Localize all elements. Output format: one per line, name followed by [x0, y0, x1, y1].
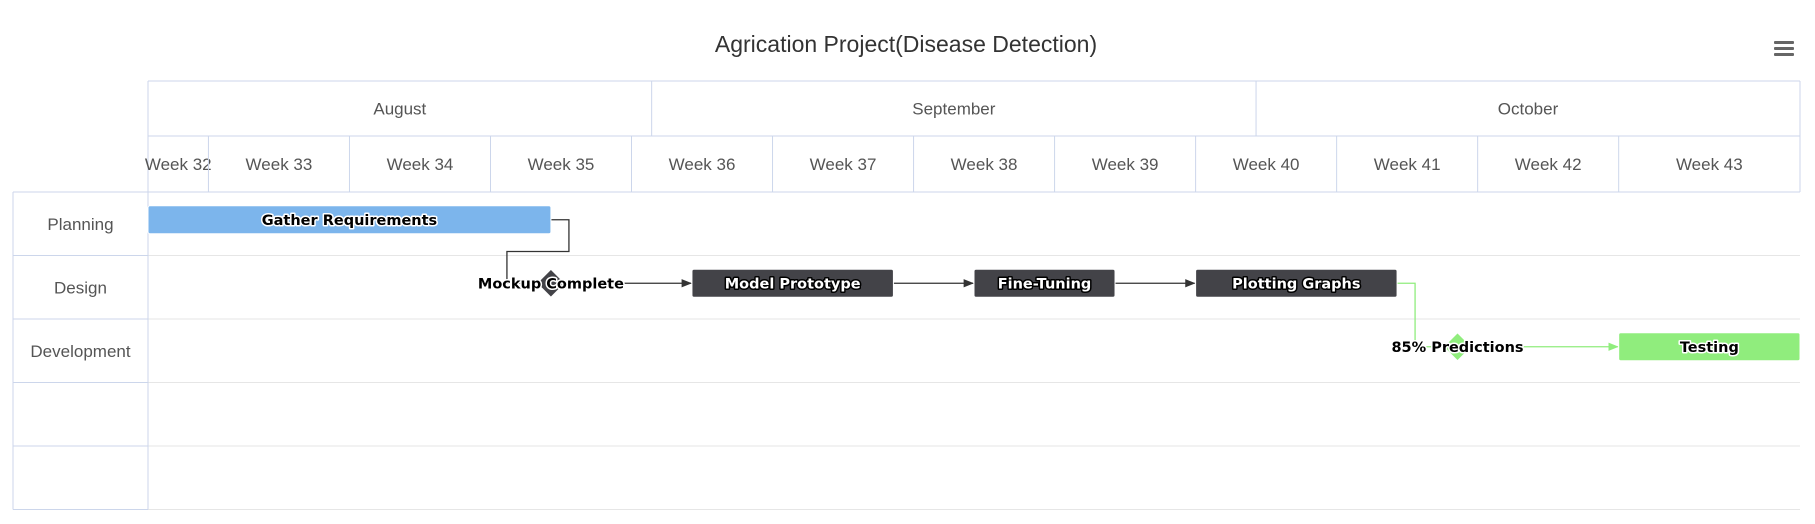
task-bar — [1195, 268, 1398, 298]
week-label: Week 38 — [951, 155, 1018, 174]
task-label: Testing — [1680, 340, 1739, 356]
week-label: Week 40 — [1233, 155, 1300, 174]
task-label: Model Prototype — [725, 276, 861, 292]
category-axis: Planning Design Development — [13, 215, 148, 510]
task-label: Mockup Complete — [478, 276, 624, 292]
task-series: Gather Requirements Mockup Complete Model … — [147, 205, 1801, 362]
week-label: Week 42 — [1515, 155, 1582, 174]
menu-icon-bar-bottom — [1774, 53, 1794, 56]
week-label: Week 39 — [1092, 155, 1159, 174]
dependency-arrow — [506, 219, 570, 288]
week-label: Week 32 — [145, 155, 212, 174]
menu-icon-bar-middle — [1774, 47, 1794, 50]
hamburger-menu-icon[interactable] — [1774, 41, 1794, 56]
milestone-marker — [536, 268, 566, 298]
month-label: August — [373, 100, 426, 119]
week-label: Week 37 — [810, 155, 877, 174]
week-label: Week 43 — [1676, 155, 1743, 174]
category-label: Planning — [47, 215, 113, 234]
category-label: Development — [30, 342, 130, 361]
task-label: Fine-Tuning — [998, 276, 1092, 292]
month-label: September — [912, 100, 995, 119]
task-bar — [147, 205, 552, 235]
menu-button[interactable] — [1766, 31, 1802, 67]
task-bar — [973, 268, 1116, 298]
week-label: Week 35 — [528, 155, 595, 174]
week-label: Week 36 — [669, 155, 736, 174]
menu-icon-bar-top — [1774, 41, 1794, 44]
month-label: October — [1498, 100, 1559, 119]
chart-title: Agrication Project(Disease Detection) — [715, 31, 1097, 57]
task-label: Gather Requirements — [262, 213, 437, 229]
task-bar — [1618, 332, 1801, 362]
week-label: Week 34 — [387, 155, 454, 174]
dependency-lines — [506, 219, 1619, 351]
task-bar — [691, 268, 894, 298]
category-label: Design — [54, 278, 107, 297]
dependency-arrow — [1397, 282, 1444, 351]
time-axis-header: August September October Week 32 Week 33 Week… — [12, 80, 1801, 510]
milestone-marker — [1442, 332, 1473, 362]
week-label: Week 41 — [1374, 155, 1441, 174]
task-label: 85% Predictions — [1391, 340, 1523, 356]
week-label: Week 33 — [246, 155, 313, 174]
grid — [148, 255, 1800, 510]
task-label: Plotting Graphs — [1232, 276, 1360, 292]
